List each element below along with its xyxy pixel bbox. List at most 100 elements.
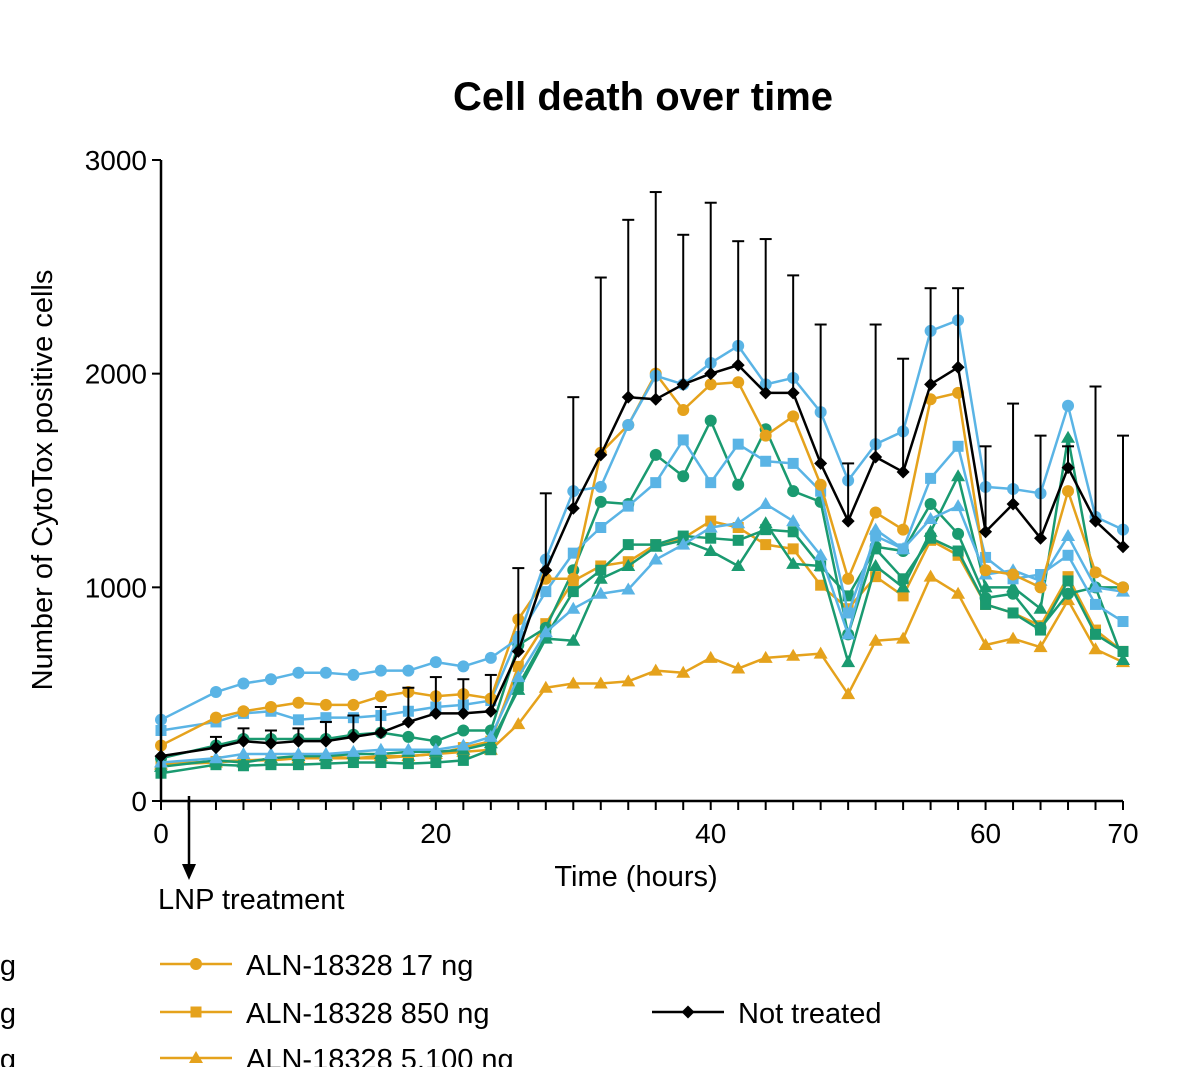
series-orange-circle-point xyxy=(374,690,387,703)
plot-area xyxy=(154,191,1130,779)
series-green-triangle-point xyxy=(703,544,718,557)
series-not-treated-point xyxy=(1089,514,1103,528)
series-green-circle-point xyxy=(787,485,800,498)
x-tick-label: 40 xyxy=(695,818,726,849)
series-green-triangle-point xyxy=(483,736,498,749)
legend-item: ALN-18328 17 ng xyxy=(160,950,473,982)
series-blue-square-point xyxy=(870,530,882,542)
series-orange-triangle-point xyxy=(538,680,553,693)
series-green-triangle-point xyxy=(841,655,856,668)
series-orange-circle xyxy=(155,367,1129,752)
legend-item: ALN-18328 850 ng xyxy=(160,998,489,1030)
series-not-treated-point xyxy=(704,367,718,381)
series-blue-triangle-point xyxy=(538,625,553,638)
series-not-treated-point xyxy=(374,726,388,740)
series-blue-triangle-point xyxy=(813,548,828,561)
series-not-treated-point xyxy=(759,386,773,400)
series-blue-square-point xyxy=(815,485,827,497)
series-orange-triangle-point xyxy=(648,663,663,676)
legend-item: 0 ng xyxy=(0,1044,16,1067)
series-green-square-point xyxy=(1062,575,1074,587)
series-orange-circle-point xyxy=(1007,568,1020,581)
series-blue-triangle-point xyxy=(758,497,773,510)
series-green-circle-point xyxy=(1007,587,1020,600)
series-not-treated-point xyxy=(1061,461,1075,475)
series-blue-circle-point xyxy=(209,686,222,699)
series-green-square-point xyxy=(430,757,442,769)
series-blue-triangle-point xyxy=(923,511,938,524)
series-not-treated-point xyxy=(869,450,883,464)
series-not-treated-point xyxy=(209,741,223,755)
series-not-treated xyxy=(154,191,1130,763)
series-blue-square-point xyxy=(980,551,992,563)
series-green-square-point xyxy=(897,573,909,585)
x-ticks: 0 20 40 60 70 xyxy=(153,801,1139,849)
series-blue-triangle-point xyxy=(346,744,361,757)
series-blue-triangle xyxy=(154,497,1130,768)
series-blue-circle-point xyxy=(429,656,442,669)
series-not-treated-point xyxy=(676,377,690,391)
series-orange-circle-point xyxy=(1089,566,1102,579)
series-green-circle-point xyxy=(704,414,717,427)
series-orange-circle-point xyxy=(1062,485,1075,498)
series-not-treated-point xyxy=(484,704,498,718)
legend: g ng 0 ng ALN-18328 17 ng ALN-18328 850 ng AL… xyxy=(0,950,881,1067)
y-axis-label: Number of CytoTox positive cells xyxy=(27,270,59,691)
series-orange-triangle-point xyxy=(621,674,636,687)
series-not-treated-point xyxy=(814,456,828,470)
series-green-square-point xyxy=(622,539,634,551)
series-orange-triangle-point xyxy=(923,569,938,582)
series-not-treated-point xyxy=(539,563,553,577)
series-green-square-point xyxy=(1090,628,1102,640)
series-blue-triangle-point xyxy=(593,586,608,599)
series-blue-square-point xyxy=(567,547,579,559)
series-not-treated-point xyxy=(511,644,525,658)
series-blue-circle-point xyxy=(347,668,360,681)
legend-item: Not treated xyxy=(652,998,881,1030)
series-orange-triangle-point xyxy=(676,665,691,678)
legend-item: ng xyxy=(0,998,16,1030)
series-orange-circle-point xyxy=(979,564,992,577)
series-not-treated-point xyxy=(896,465,910,479)
series-blue-triangle-point xyxy=(648,552,663,565)
series-green-square-point xyxy=(320,758,332,770)
series-green-square-point xyxy=(1007,607,1019,619)
legend-label: ALN-18328 850 ng xyxy=(246,998,489,1030)
series-blue-triangle-point xyxy=(236,746,251,759)
y-tick-label: 3000 xyxy=(85,145,147,176)
legend-label: ALN-18328 17 ng xyxy=(246,950,473,982)
series-green-triangle xyxy=(154,430,1130,772)
series-blue-triangle-point xyxy=(1061,529,1076,542)
series-orange-triangle-point xyxy=(1033,640,1048,653)
series-orange-triangle-point xyxy=(868,633,883,646)
series-blue-square-point xyxy=(540,586,552,598)
series-blue-square-point xyxy=(732,438,744,450)
y-axis: 0 1000 2000 3000 Number of CytoTox positive… xyxy=(27,145,163,817)
series-orange-circle-point xyxy=(759,429,772,442)
series-not-treated-point xyxy=(429,706,443,720)
series-green-triangle-point xyxy=(648,539,663,552)
series-blue-triangle-point xyxy=(483,729,498,742)
series-blue-triangle-point xyxy=(428,742,443,755)
series-green-square-point xyxy=(402,758,414,770)
series-green-circle-point xyxy=(429,735,442,748)
series-orange-circle-point xyxy=(292,696,305,709)
series-green-circle-point xyxy=(952,527,965,540)
series-orange-circle-point xyxy=(677,403,690,416)
series-green-triangle-point xyxy=(731,558,746,571)
series-blue-triangle-point xyxy=(318,746,333,759)
series-green-triangle-point xyxy=(593,571,608,584)
series-orange-circle-point xyxy=(347,698,360,711)
y-tick-label: 0 xyxy=(131,786,147,817)
series-blue-square-point xyxy=(677,434,689,446)
series-orange-circle-point xyxy=(237,705,250,718)
legend-item: g xyxy=(0,950,16,982)
series-not-treated-point xyxy=(841,514,855,528)
series-green-triangle-point xyxy=(621,558,636,571)
series-not-treated-point xyxy=(1116,540,1130,554)
series-green-square-point xyxy=(457,754,469,766)
series-orange-circle-point xyxy=(869,506,882,519)
legend-swatch-marker xyxy=(190,958,202,970)
series-orange-triangle-point xyxy=(1088,642,1103,655)
series-green-triangle-point xyxy=(1033,601,1048,614)
